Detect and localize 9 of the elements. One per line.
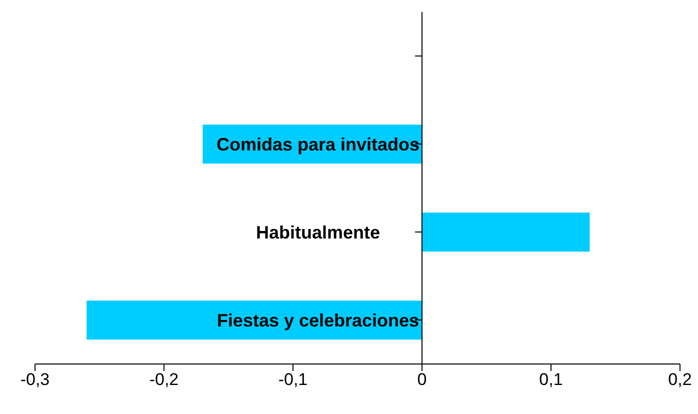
y-tick-label: Habitualmente	[256, 222, 380, 242]
y-tick-label: Comidas para invitados	[216, 134, 420, 154]
y-tick-label: Fiestas y celebraciones	[216, 310, 420, 330]
x-tick-label: 0,1	[539, 370, 563, 390]
x-tick-label: -0,2	[149, 370, 179, 390]
x-tick-label: 0	[417, 370, 427, 390]
x-tick-label: 0,2	[668, 370, 692, 390]
x-tick-label: -0,1	[278, 370, 308, 390]
x-tick-label: -0,3	[20, 370, 50, 390]
